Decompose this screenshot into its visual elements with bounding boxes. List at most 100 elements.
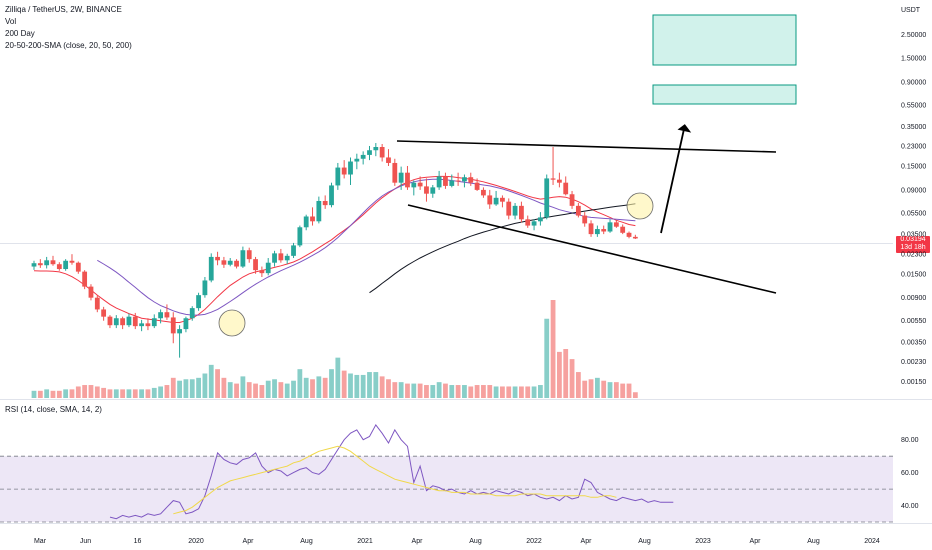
volume-bar (240, 376, 246, 398)
highlight-circle-2022[interactable] (626, 192, 654, 220)
trendline-top[interactable] (396, 140, 777, 153)
price-tick-label: 0.35000 (901, 124, 926, 131)
price-axis[interactable]: USDT 2.50000 1.50000 0.90000 0.55000 0.35000… (901, 7, 926, 386)
highlight-circle-2020[interactable] (218, 309, 246, 337)
candle-body (607, 222, 613, 232)
volume-bar (468, 386, 474, 398)
candle-body (56, 264, 62, 270)
candle-body (120, 318, 126, 326)
volume-bar (506, 386, 512, 398)
candle-body (493, 197, 499, 205)
volume-bar (550, 300, 556, 398)
volume-bar (354, 374, 360, 398)
sma-label: 20-50-200-SMA (close, 20, 50, 200) (5, 41, 132, 50)
price-tick-label: 1.50000 (901, 56, 926, 63)
price-tick-label: 0.02300 (901, 251, 926, 258)
volume-bar (335, 357, 341, 398)
volume-bar (443, 383, 448, 398)
volume-bar (329, 369, 334, 398)
candle-body (443, 176, 448, 186)
candle-body (113, 318, 119, 326)
candle-body (569, 194, 575, 206)
candle-body (126, 316, 132, 326)
candle-body (259, 270, 265, 274)
candle-body (481, 189, 486, 196)
candle-body (208, 256, 214, 281)
candle-body (379, 147, 385, 158)
candle-body (227, 260, 233, 265)
sma200-line (369, 203, 636, 294)
volume-bar (348, 373, 353, 398)
candle-body (373, 147, 379, 151)
price-tick-label: 0.01500 (901, 271, 926, 278)
candle-body (50, 260, 56, 265)
rsi-lines (109, 423, 674, 520)
price-tick-label: 0.15000 (901, 163, 926, 170)
candle-body (519, 205, 524, 220)
volume-bar (44, 389, 50, 398)
candle-body (582, 215, 588, 224)
volume-bar (253, 383, 258, 398)
volume-bar (234, 383, 239, 398)
volume-bar (101, 387, 107, 398)
trendline-bottom[interactable] (407, 204, 777, 294)
candle-body (417, 182, 423, 187)
time-tick-label: Aug (469, 538, 482, 545)
volume-label: Vol (5, 17, 17, 26)
volume-bar (632, 392, 638, 398)
candle-body (329, 185, 334, 206)
volume-bar (56, 390, 62, 398)
volume-bar (392, 382, 398, 398)
drawings[interactable] (218, 123, 777, 337)
price-tick-label: 2.50000 (901, 32, 926, 39)
volume-bar (164, 385, 170, 398)
volume-bar (455, 385, 461, 398)
volume-bar (189, 379, 195, 398)
candle-body (145, 323, 151, 327)
candle-body (430, 187, 436, 194)
candle-body (620, 226, 626, 233)
candle-body (322, 200, 328, 206)
candle-body (297, 227, 303, 246)
candle-body (196, 295, 201, 309)
volume-bar (386, 379, 391, 398)
candle-body (246, 250, 252, 260)
candle-body (94, 297, 100, 310)
volume-bar (120, 389, 126, 398)
sma20-line (33, 175, 636, 323)
volume-bar (538, 385, 543, 398)
volume-bar (221, 377, 227, 398)
candle-body (525, 219, 531, 226)
candle-body (221, 260, 227, 265)
candle-body (632, 236, 638, 239)
candle-body (284, 255, 290, 261)
time-axis[interactable]: Mar Jun 16 2020 Apr Aug 2021 Apr Aug 2022 Apr Aug 20… (34, 538, 880, 545)
volume-bar (126, 389, 132, 398)
price-tick-label: 0.00350 (901, 339, 926, 346)
volume-bar (215, 369, 220, 398)
volume-bar (170, 377, 176, 398)
candle-body (506, 201, 512, 216)
target-zone-lower[interactable] (652, 84, 797, 105)
volume-bar (145, 389, 151, 398)
candle-body (392, 162, 398, 183)
candle-body (411, 182, 417, 188)
candle-body (550, 178, 556, 180)
candle-body (341, 167, 347, 175)
target-zone-upper[interactable] (652, 14, 797, 66)
candle-body (107, 316, 113, 326)
volume-bar (183, 379, 189, 398)
candle-body (164, 312, 170, 318)
candle-body (563, 182, 569, 195)
candle-body (240, 250, 246, 267)
volume-bar (63, 389, 69, 398)
candle-body (88, 286, 94, 298)
breakout-arrow[interactable] (660, 128, 685, 234)
rsi-axis[interactable]: 80.00 60.00 40.00 (901, 437, 919, 510)
volume-bar (531, 386, 537, 398)
time-tick-label: Apr (412, 538, 424, 545)
candle-body (348, 161, 353, 175)
volume-bar (588, 379, 594, 398)
ma200-label: 200 Day (5, 29, 35, 38)
